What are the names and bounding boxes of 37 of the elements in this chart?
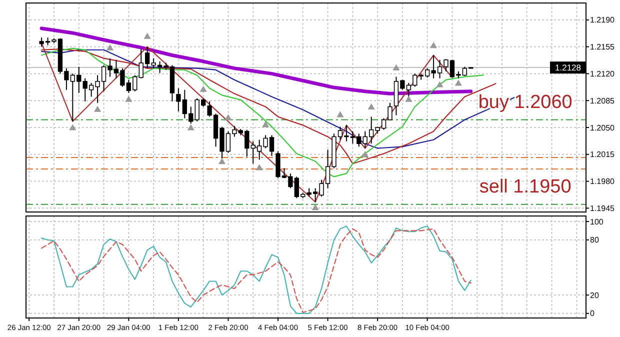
y-tick-label: 1.2050: [590, 123, 616, 132]
y-tick-label: 1.2155: [590, 42, 616, 52]
y-tick-label: 100: [590, 217, 604, 226]
point: [436, 81, 444, 88]
point: [94, 106, 102, 112]
point: [106, 44, 114, 50]
point: [144, 32, 151, 39]
y-tick-label: 1.2120: [590, 69, 616, 78]
line-series: [41, 49, 515, 149]
ref-line-label: 1.2128: [555, 62, 582, 73]
point: [454, 80, 462, 86]
point: [256, 164, 263, 170]
y-tick-label: 1.2190: [590, 16, 616, 25]
annotation: buy 1.2060: [478, 92, 572, 113]
point: [312, 204, 319, 210]
line-series: [40, 26, 473, 96]
point: [368, 103, 375, 110]
y-tick-label: 1.1980: [590, 177, 616, 186]
point: [69, 124, 76, 130]
point: [218, 158, 226, 164]
point: [430, 42, 438, 48]
y-tick-label: 80: [590, 236, 600, 245]
y-tick-label: 1.1945: [590, 204, 616, 213]
point: [362, 151, 369, 158]
point: [224, 114, 232, 120]
point: [336, 111, 344, 118]
annotation: sell 1.1950: [479, 176, 572, 198]
y-tick-label: 20: [590, 290, 600, 300]
y-tick-label: 1.2085: [590, 96, 616, 106]
point: [187, 124, 194, 130]
y-tick-label: 0: [590, 309, 595, 318]
point: [200, 86, 207, 92]
point: [392, 64, 400, 70]
point: [262, 121, 270, 128]
point: [125, 96, 132, 102]
y-tick-label: 1.2015: [590, 150, 616, 160]
point: [405, 96, 412, 102]
